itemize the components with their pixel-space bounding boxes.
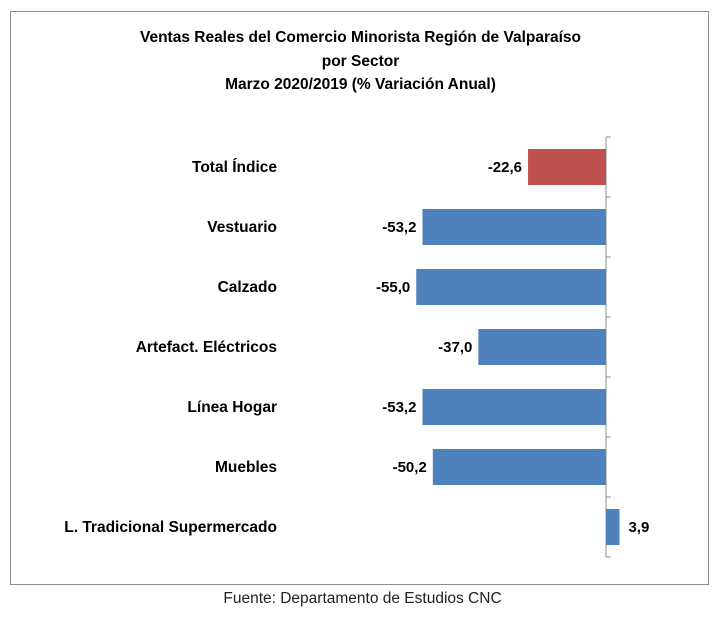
- bar: [422, 389, 606, 425]
- data-label: -55,0: [376, 279, 410, 296]
- chart-title-line-1: Ventas Reales del Comercio Minorista Reg…: [139, 29, 582, 46]
- chart-title: Ventas Reales del Comercio Minorista Reg…: [11, 26, 710, 97]
- category-label: Vestuario: [207, 219, 277, 236]
- category-label: Muebles: [215, 459, 277, 476]
- source-note: Fuente: Departamento de Estudios CNC: [223, 590, 502, 607]
- category-label: Línea Hogar: [187, 399, 277, 416]
- category-label: Artefact. Eléctricos: [136, 339, 277, 356]
- bar: [528, 149, 606, 185]
- category-label: L. Tradicional Supermercado: [64, 519, 277, 536]
- data-label: -53,2: [382, 219, 416, 236]
- data-label: -22,6: [488, 159, 522, 176]
- bar: [432, 449, 606, 485]
- bar: [422, 209, 606, 245]
- bar: [478, 329, 606, 365]
- data-label: -37,0: [438, 339, 472, 356]
- category-label: Total Índice: [192, 159, 277, 176]
- bar: [416, 269, 606, 305]
- chart-frame: Ventas Reales del Comercio Minorista Reg…: [10, 11, 709, 585]
- data-label: 3,9: [628, 519, 649, 536]
- data-label: -53,2: [382, 399, 416, 416]
- bar: [606, 509, 620, 545]
- data-label: -50,2: [393, 459, 427, 476]
- chart-title-line-2: por Sector: [321, 52, 400, 70]
- category-label: Calzado: [218, 279, 277, 296]
- chart-title-line-3: Marzo 2020/2019 (% Variación Anual): [225, 76, 496, 93]
